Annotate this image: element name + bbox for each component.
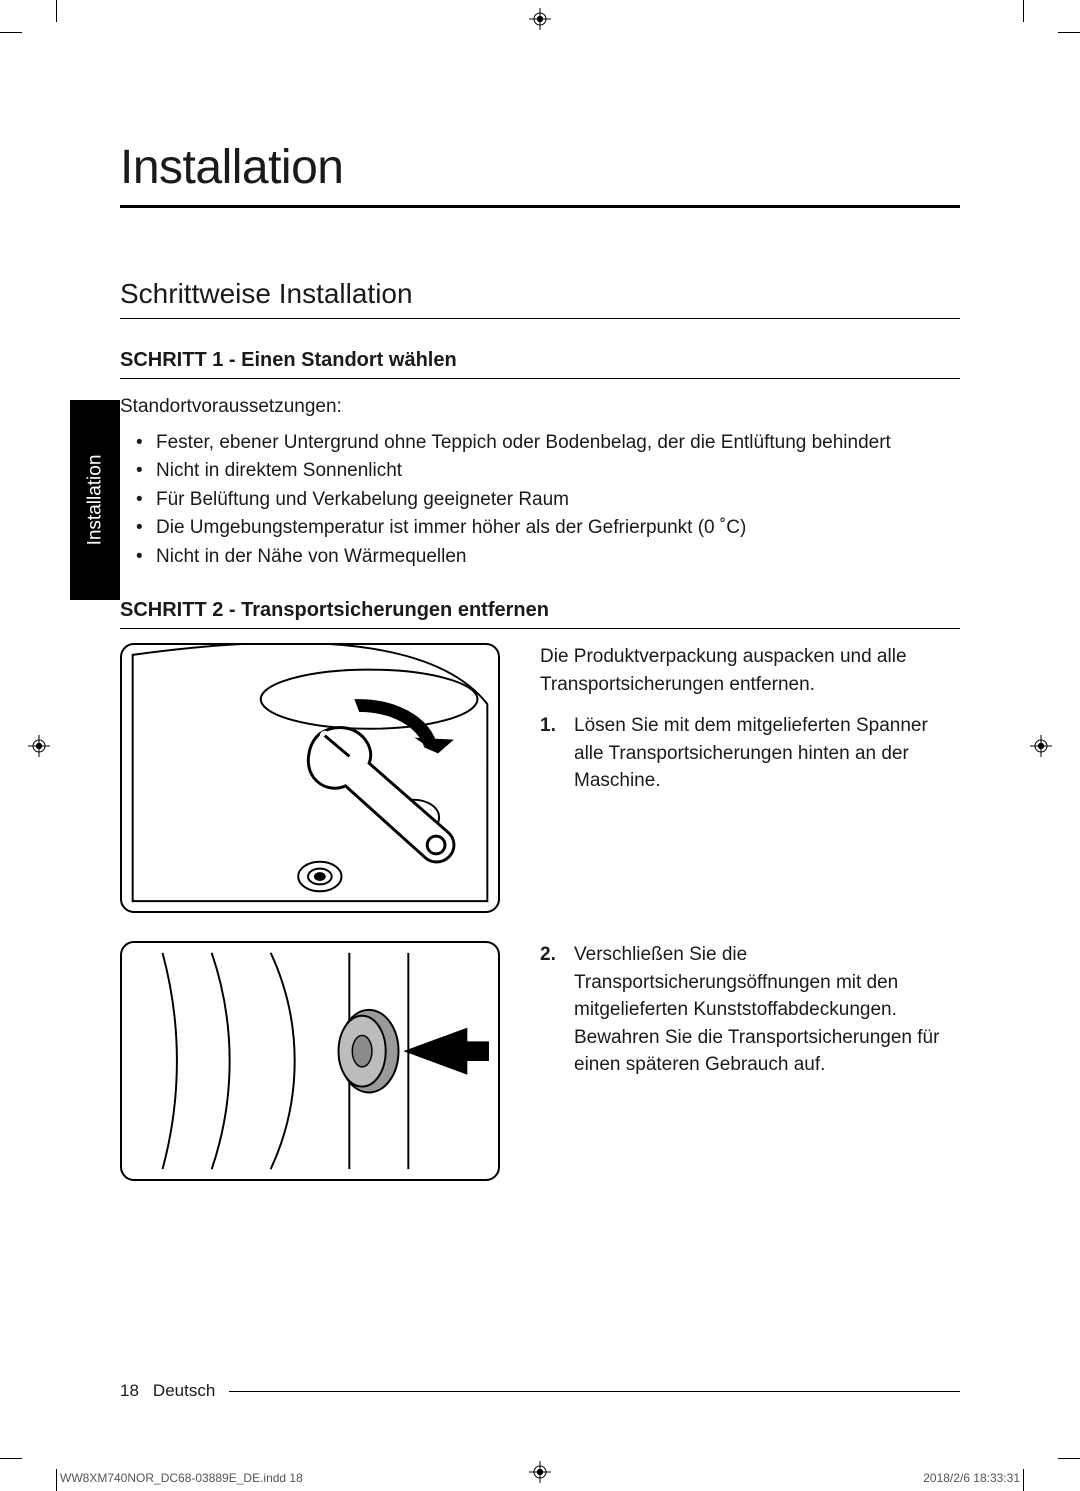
list-item: Die Umgebungstemperatur ist immer höher … (120, 514, 960, 543)
list-item-text: Verschließen Sie die Transportsicherungs… (574, 941, 960, 1079)
list-item: Für Belüftung und Verkabelung geeigneter… (120, 486, 960, 515)
step2-intro: Die Produktverpackung auspacken und alle… (540, 643, 960, 698)
crop-mark (0, 1458, 22, 1459)
figure-cap-holes (120, 941, 500, 1181)
page-title: Installation (120, 140, 960, 208)
crop-mark (1058, 1458, 1080, 1459)
step2-heading: SCHRITT 2 - Transportsicherungen entfern… (120, 599, 960, 629)
crop-mark (1023, 1469, 1024, 1491)
footer-rule (229, 1391, 960, 1392)
list-item-number: 2. (540, 941, 564, 1079)
slug-timestamp: 2018/2/6 18:33:31 (923, 1471, 1020, 1485)
step1-heading: SCHRITT 1 - Einen Standort wählen (120, 349, 960, 379)
registration-mark-icon (529, 8, 551, 30)
footer-language: Deutsch (153, 1381, 215, 1401)
crop-mark (0, 32, 22, 33)
page-number: 18 (120, 1381, 139, 1401)
registration-mark-icon (1030, 735, 1052, 757)
registration-mark-icon (28, 735, 50, 757)
slug-file: WW8XM740NOR_DC68-03889E_DE.indd 18 (60, 1471, 303, 1485)
list-item-number: 1. (540, 712, 564, 795)
list-item: Nicht in direktem Sonnenlicht (120, 457, 960, 486)
list-item: 2. Verschließen Sie die Transportsicheru… (540, 941, 960, 1079)
crop-mark (56, 0, 57, 22)
step1-list: Fester, ebener Untergrund ohne Teppich o… (120, 429, 960, 572)
section-tab: Installation (70, 400, 120, 600)
list-item: Fester, ebener Untergrund ohne Teppich o… (120, 429, 960, 458)
print-slug: WW8XM740NOR_DC68-03889E_DE.indd 18 2018/… (60, 1471, 1020, 1485)
section-tab-label: Installation (84, 455, 106, 546)
list-item-text: Lösen Sie mit dem mitgelieferten Spanner… (574, 712, 960, 795)
crop-mark (1058, 32, 1080, 33)
crop-mark (56, 1469, 57, 1491)
page-footer: 18 Deutsch (120, 1381, 960, 1401)
figure-loosen-bolts (120, 643, 500, 913)
list-item: Nicht in der Nähe von Wärmequellen (120, 543, 960, 572)
crop-mark (1023, 0, 1024, 22)
section-heading: Schrittweise Installation (120, 278, 960, 319)
list-item: 1. Lösen Sie mit dem mitgelieferten Span… (540, 712, 960, 795)
step1-intro: Standortvoraussetzungen: (120, 393, 960, 421)
